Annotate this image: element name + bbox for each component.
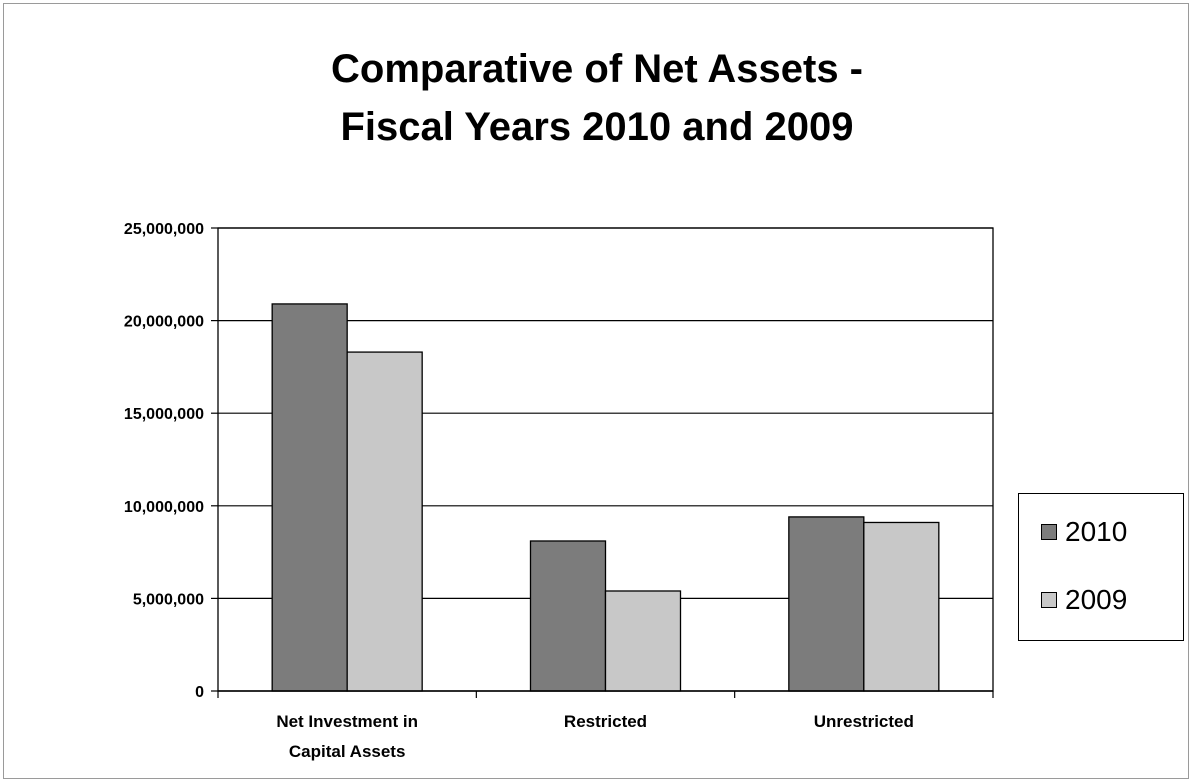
bar-2010	[529, 540, 607, 692]
legend-swatch-2009	[1041, 592, 1057, 608]
y-tick-label: 5,000,000	[133, 591, 204, 608]
y-tick-label: 10,000,000	[124, 499, 204, 516]
bar-2009	[346, 351, 423, 692]
x-category-label: Unrestricted	[814, 712, 914, 731]
x-category-label: Capital Assets	[289, 742, 406, 761]
legend: 2010 2009	[1018, 493, 1184, 641]
bar-2010	[788, 516, 865, 692]
bar-2009	[604, 590, 682, 692]
legend-item-2009: 2009	[1041, 580, 1127, 620]
bar-2009	[863, 521, 940, 692]
y-tick-label: 20,000,000	[124, 314, 204, 331]
y-tick-label: 25,000,000	[124, 221, 204, 238]
chart-frame	[3, 3, 1189, 779]
chart-title-line-1: Comparative of Net Assets -	[331, 47, 863, 91]
legend-label-2010: 2010	[1065, 516, 1128, 547]
legend-swatch-2010	[1041, 524, 1057, 540]
legend-item-2010: 2010	[1041, 512, 1127, 552]
legend-label-2009: 2009	[1065, 584, 1128, 615]
chart-title: Comparative of Net Assets - Fiscal Years…	[0, 40, 1194, 156]
y-tick-label: 15,000,000	[124, 406, 204, 423]
x-category-label: Net Investment in	[276, 712, 418, 731]
bar-2010	[271, 303, 348, 692]
y-tick-label: 0	[195, 684, 204, 701]
chart-title-line-2: Fiscal Years 2010 and 2009	[340, 105, 854, 149]
x-category-label: Restricted	[564, 712, 647, 731]
